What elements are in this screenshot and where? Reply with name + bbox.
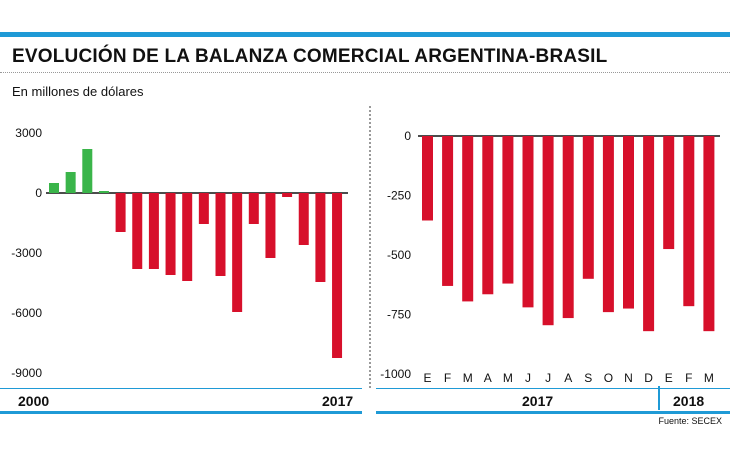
annual-bar-2016: [315, 193, 326, 282]
annual-bar-2012: [248, 193, 259, 224]
annual-period-band: [0, 388, 362, 414]
panel-separator: [369, 106, 371, 388]
monthly-bar-2017-9: [582, 136, 594, 279]
monthly-x-tick-label: D: [644, 371, 653, 385]
monthly-bar-2017-4: [482, 136, 494, 295]
monthly-bar-2017-2: [442, 136, 454, 286]
monthly-bar-2017-8: [562, 136, 574, 319]
annual-bar-2005: [132, 193, 143, 269]
year-divider: [658, 386, 660, 410]
annual-y-tick-label: -6000: [11, 306, 42, 320]
annual-bar-2000: [49, 183, 59, 193]
annual-bar-2002: [82, 149, 93, 193]
monthly-y-tick-label: -250: [387, 189, 411, 203]
annual-bar-2013: [265, 193, 276, 258]
chart-title: EVOLUCIÓN DE LA BALANZA COMERCIAL ARGENT…: [12, 46, 608, 67]
monthly-y-tick-label: -500: [387, 248, 411, 262]
monthly-x-tick-label: O: [604, 371, 613, 385]
monthly-x-tick-label: J: [545, 371, 551, 385]
monthly-x-tick-label: E: [665, 371, 673, 385]
chart-subtitle: En millones de dólares: [12, 84, 144, 99]
annual-bar-2003: [98, 191, 109, 193]
monthly-y-tick-label: 0: [404, 129, 411, 143]
annual-y-tick-label: 3000: [15, 126, 42, 140]
annual-bar-2014: [282, 193, 293, 197]
annual-bar-2010: [215, 193, 226, 276]
annual-y-tick-label: 0: [35, 186, 42, 200]
monthly-bar-2017-10: [602, 136, 614, 313]
monthly-x-tick-label: J: [525, 371, 531, 385]
source-note: Fuente: SECEX: [658, 416, 722, 426]
monthly-bar-2017-5: [502, 136, 514, 284]
annual-bar-2006: [148, 193, 159, 269]
period-end-label: 2017: [322, 393, 354, 409]
monthly-y-tick-label: -1000: [380, 367, 411, 381]
annual-bar-2004: [115, 193, 126, 232]
monthly-period-band: [376, 388, 730, 414]
monthly-x-tick-label: F: [444, 371, 451, 385]
monthly-x-tick-label: S: [584, 371, 592, 385]
monthly-bar-2017-6: [522, 136, 534, 308]
monthly-bar-2017-1: [422, 136, 433, 221]
annual-y-tick-label: -3000: [11, 246, 42, 260]
monthly-bar-2017-3: [462, 136, 474, 302]
monthly-x-tick-label: E: [423, 371, 431, 385]
year-2018-label: 2018: [673, 393, 705, 409]
annual-bar-2008: [182, 193, 193, 281]
monthly-bar-2018-14: [683, 136, 695, 307]
period-start-label: 2000: [18, 393, 50, 409]
monthly-x-tick-label: M: [704, 371, 714, 385]
annual-bar-2009: [198, 193, 209, 224]
monthly-x-tick-label: M: [463, 371, 473, 385]
monthly-x-tick-label: F: [685, 371, 692, 385]
annual-bar-2011: [232, 193, 243, 312]
title-divider: [0, 72, 730, 73]
monthly-bar-2017-12: [643, 136, 655, 332]
annual-bar-2017: [332, 193, 343, 358]
annual-bar-2015: [298, 193, 309, 245]
annual-bar-2007: [165, 193, 176, 275]
annual-y-tick-label: -9000: [11, 366, 42, 380]
top-accent-bar: [0, 32, 730, 37]
annual-bar-2001: [65, 172, 76, 193]
year-2017-label: 2017: [522, 393, 554, 409]
monthly-x-tick-label: A: [484, 371, 492, 385]
monthly-x-tick-label: A: [564, 371, 572, 385]
monthly-y-tick-label: -750: [387, 308, 411, 322]
monthly-bar-2018-13: [663, 136, 675, 250]
monthly-bar-2017-7: [542, 136, 554, 326]
monthly-x-tick-label: M: [503, 371, 513, 385]
monthly-x-tick-label: N: [624, 371, 633, 385]
monthly-bar-2017-11: [623, 136, 634, 309]
monthly-bar-2018-15: [703, 136, 715, 332]
